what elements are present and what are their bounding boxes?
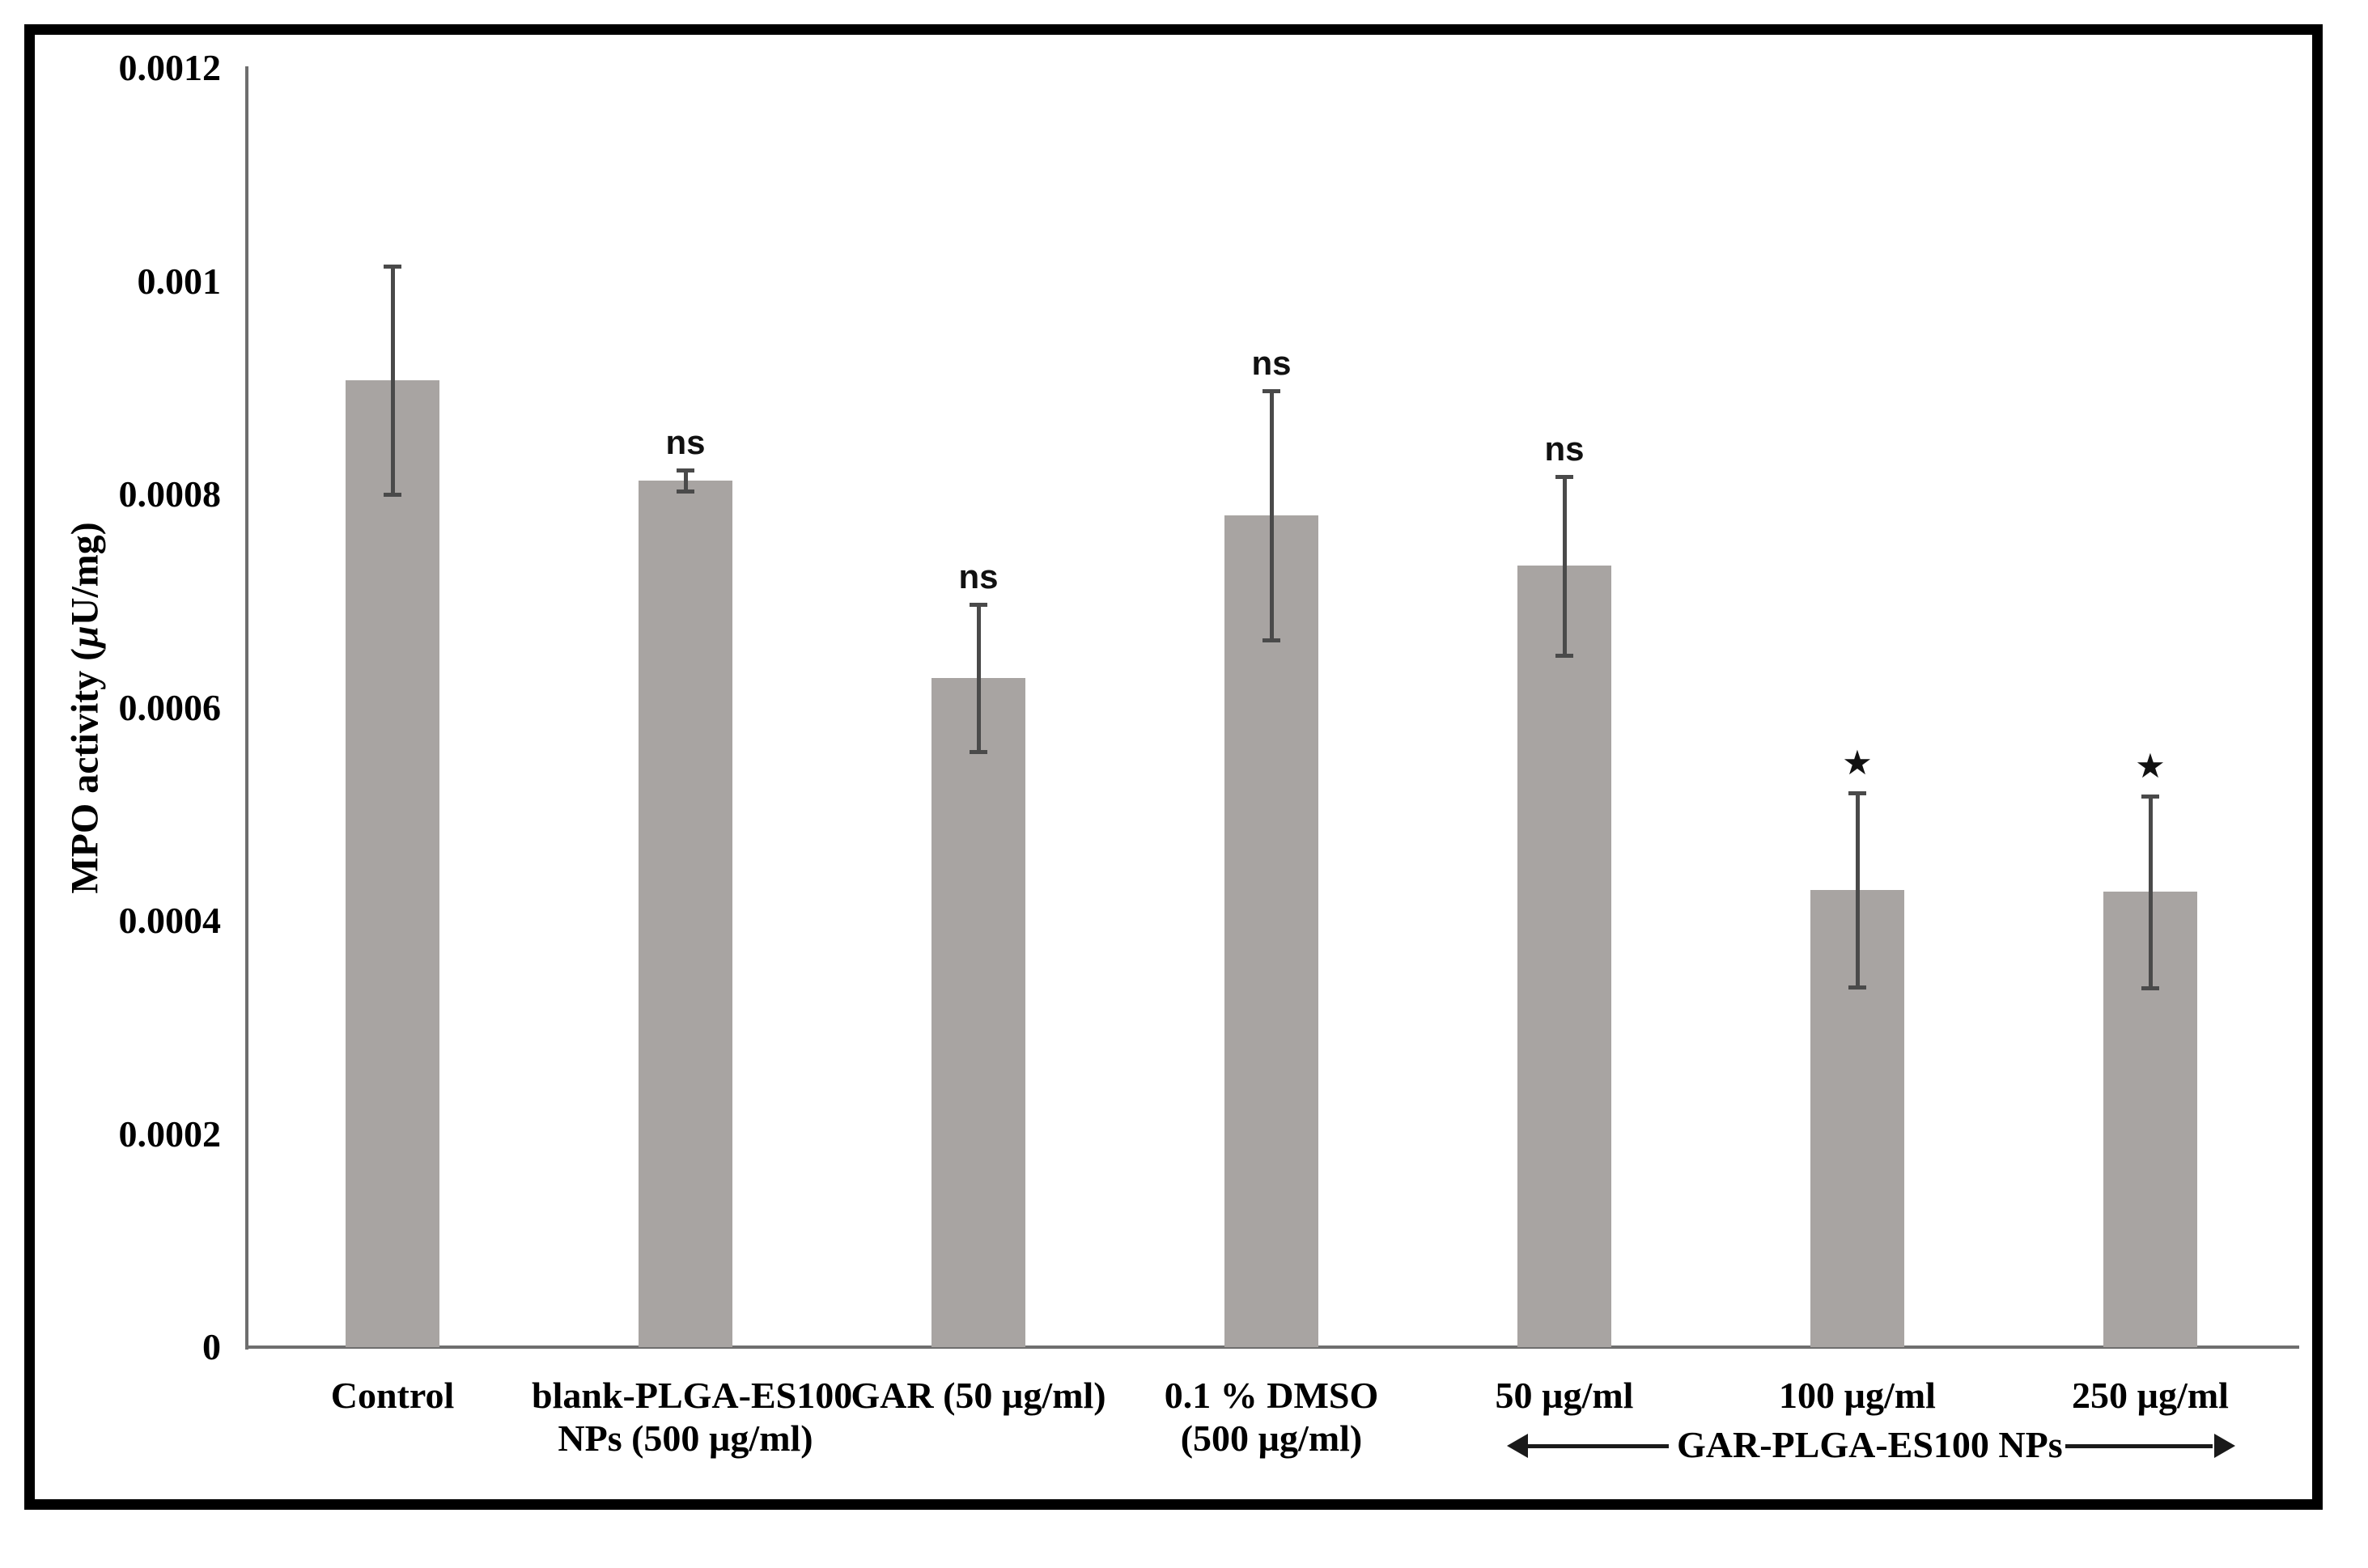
bar bbox=[639, 480, 732, 1347]
significance-annotation: ★ bbox=[1842, 744, 1873, 782]
y-tick-label: 0.001 bbox=[137, 260, 222, 302]
right-arrow-icon bbox=[2214, 1434, 2235, 1458]
y-tick-label: 0.0006 bbox=[118, 686, 222, 728]
error-bar-cap-bottom bbox=[2141, 986, 2159, 990]
error-bar-cap-top bbox=[677, 468, 694, 473]
significance-annotation: ns bbox=[1544, 429, 1585, 468]
mu-symbol: µ bbox=[63, 625, 107, 648]
x-tick-label-line: 50 µg/ml bbox=[1495, 1375, 1634, 1416]
error-bar-cap-bottom bbox=[384, 493, 401, 497]
y-axis-title-text: MPO activity ( bbox=[63, 647, 107, 894]
x-tick-label-line: (500 µg/ml) bbox=[1180, 1418, 1363, 1459]
y-axis-title-units: U/mg) bbox=[63, 522, 107, 626]
error-bar-cap-bottom bbox=[1848, 985, 1866, 990]
error-bar-cap-top bbox=[1263, 389, 1280, 394]
x-tick-label: 0.1 % DMSO (500 µg/ml) bbox=[1118, 1374, 1425, 1460]
significance-annotation: ns bbox=[1251, 344, 1292, 383]
error-bar-cap-bottom bbox=[970, 749, 987, 754]
y-tick-label: 0.0004 bbox=[118, 900, 222, 941]
bar bbox=[346, 380, 439, 1347]
left-arrow-line bbox=[1526, 1444, 1669, 1448]
error-bar-cap-bottom bbox=[1263, 638, 1280, 643]
bar bbox=[931, 677, 1025, 1347]
error-bar-line bbox=[390, 266, 395, 494]
x-tick-label-line: GAR (50 µg/ml) bbox=[851, 1375, 1106, 1416]
x-tick-label-line: 100 µg/ml bbox=[1779, 1375, 1936, 1416]
group-annotation-label: GAR-PLGA-ES100 NPs bbox=[1677, 1424, 2063, 1465]
error-bar-line bbox=[1269, 391, 1274, 641]
x-tick-label: GAR (50 µg/ml) bbox=[825, 1374, 1132, 1417]
y-tick-label: 0.0012 bbox=[118, 47, 222, 88]
x-tick-label: blank-PLGA-ES100 NPs (500 µg/ml) bbox=[532, 1374, 853, 1460]
x-tick-label: 50 µg/ml bbox=[1411, 1374, 1718, 1417]
error-bar-cap-top bbox=[2141, 794, 2159, 799]
error-bar-line bbox=[1855, 792, 1860, 987]
significance-annotation: ns bbox=[958, 557, 999, 595]
error-bar-line bbox=[683, 469, 688, 492]
significance-annotation: ★ bbox=[2135, 748, 2166, 786]
error-bar-cap-top bbox=[970, 602, 987, 607]
bar bbox=[1517, 566, 1611, 1347]
y-tick-label: 0.0002 bbox=[118, 1112, 222, 1155]
right-arrow-line bbox=[2065, 1444, 2213, 1448]
left-arrow-icon bbox=[1507, 1434, 1528, 1458]
error-bar-cap-top bbox=[1848, 790, 1866, 795]
y-axis-line bbox=[245, 66, 248, 1350]
error-bar-line bbox=[976, 604, 981, 752]
x-tick-label-line: blank-PLGA-ES100 bbox=[532, 1375, 853, 1416]
error-bar-cap-top bbox=[384, 265, 401, 269]
error-bar-line bbox=[2148, 795, 2153, 988]
significance-annotation: ns bbox=[665, 422, 706, 461]
error-bar-cap-bottom bbox=[677, 489, 694, 494]
x-tick-label-line: 250 µg/ml bbox=[2072, 1375, 2229, 1416]
y-tick-label: 0 bbox=[202, 1326, 221, 1367]
x-tick-label: 100 µg/ml bbox=[1704, 1374, 2011, 1417]
error-bar-cap-top bbox=[1555, 474, 1573, 479]
x-tick-label: 250 µg/ml bbox=[1997, 1374, 2304, 1417]
error-bar-line bbox=[1562, 476, 1567, 655]
x-tick-label: Control bbox=[239, 1374, 546, 1417]
x-axis-line bbox=[245, 1346, 2299, 1349]
x-tick-label-line: NPs (500 µg/ml) bbox=[558, 1418, 813, 1459]
x-tick-label-line: Control bbox=[330, 1375, 455, 1416]
y-tick-label: 0.0008 bbox=[118, 473, 222, 515]
error-bar-cap-bottom bbox=[1555, 653, 1573, 658]
bar bbox=[1224, 515, 1318, 1347]
x-tick-label-line: 0.1 % DMSO bbox=[1164, 1375, 1379, 1416]
